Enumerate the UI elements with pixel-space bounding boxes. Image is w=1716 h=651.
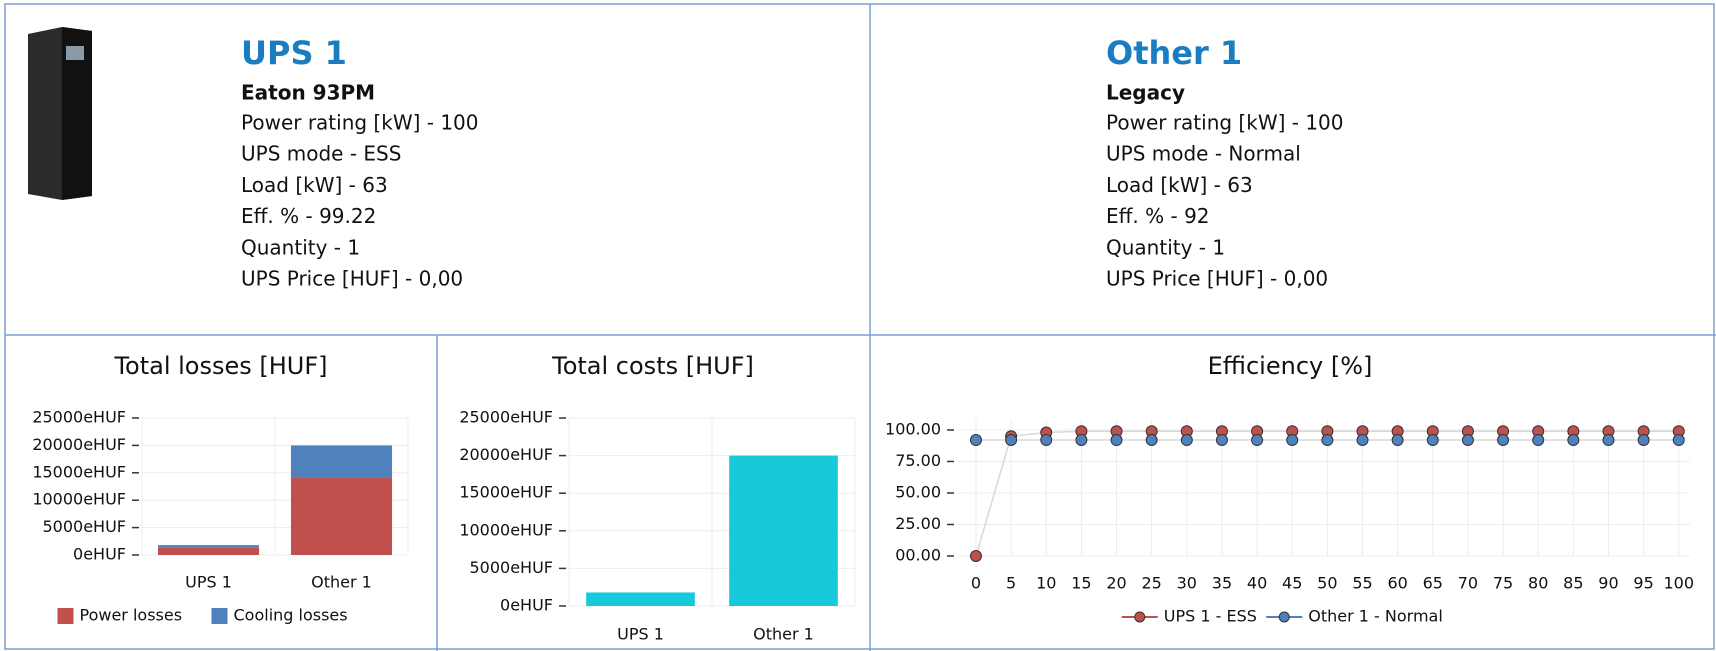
bar <box>729 456 838 606</box>
x-tick-label: 80 <box>1528 574 1548 593</box>
card-line: Eff. % - 92 <box>1106 204 1210 228</box>
point <box>1111 435 1122 446</box>
point <box>1568 435 1579 446</box>
y-tick-label: 5000eHUF <box>42 517 126 536</box>
y-tick-label: 00.00 <box>895 546 941 565</box>
legend-label: UPS 1 - ESS <box>1164 607 1257 626</box>
x-tick-label: 40 <box>1247 574 1267 593</box>
legend-label: Cooling losses <box>234 606 348 625</box>
y-tick-label: 15000eHUF <box>459 483 553 502</box>
y-tick-label: 25.00 <box>895 514 941 533</box>
x-tick-label: 65 <box>1423 574 1443 593</box>
x-tick-label: 15 <box>1071 574 1091 593</box>
card-title: Other 1 <box>1106 34 1242 72</box>
y-tick-label: 10000eHUF <box>459 520 553 539</box>
legend-label: Other 1 - Normal <box>1308 607 1443 626</box>
y-tick-label: 0eHUF <box>73 545 126 564</box>
point <box>1146 435 1157 446</box>
y-tick-label: 15000eHUF <box>32 462 126 481</box>
point <box>1392 435 1403 446</box>
point <box>970 435 981 446</box>
card-line: Power rating [kW] - 100 <box>1106 111 1344 135</box>
point <box>970 551 981 562</box>
x-tick-label: 5 <box>1006 574 1016 593</box>
point <box>1533 435 1544 446</box>
x-tick-label: 85 <box>1563 574 1583 593</box>
bar-segment <box>291 445 392 477</box>
point <box>1462 435 1473 446</box>
point <box>1287 435 1298 446</box>
bar-segment <box>158 545 259 547</box>
point <box>1076 435 1087 446</box>
card-line: UPS Price [HUF] - 0,00 <box>241 267 463 291</box>
x-tick-label: 100 <box>1663 574 1694 593</box>
point <box>1216 435 1227 446</box>
legend-label: Power losses <box>80 606 183 625</box>
point <box>1638 435 1649 446</box>
ups-image <box>28 27 92 200</box>
x-tick-label: 30 <box>1177 574 1197 593</box>
y-tick-label: 20000eHUF <box>459 445 553 464</box>
bar-segment <box>291 477 392 555</box>
x-tick-label: 50 <box>1317 574 1337 593</box>
y-tick-label: 100.00 <box>885 419 941 438</box>
x-tick-label: 70 <box>1458 574 1478 593</box>
legend-marker <box>1135 612 1145 622</box>
point <box>1498 435 1509 446</box>
bar-segment <box>158 547 259 555</box>
chart-title: Total losses [HUF] <box>113 352 327 380</box>
x-tick-label: Other 1 <box>753 625 814 644</box>
card-model: Eaton 93PM <box>241 81 375 105</box>
point <box>1041 435 1052 446</box>
card-line: Quantity - 1 <box>241 235 360 259</box>
point <box>1603 435 1614 446</box>
card-line: Power rating [kW] - 100 <box>241 111 479 135</box>
point <box>1673 435 1684 446</box>
legend-swatch <box>212 608 228 624</box>
x-tick-label: 10 <box>1036 574 1056 593</box>
card-line: UPS mode - ESS <box>241 142 401 166</box>
x-tick-label: 90 <box>1598 574 1618 593</box>
legend-swatch <box>58 608 74 624</box>
card-line: UPS mode - Normal <box>1106 142 1301 166</box>
point <box>1357 435 1368 446</box>
x-tick-label: UPS 1 <box>617 625 664 644</box>
x-tick-label: 45 <box>1282 574 1302 593</box>
legend-marker <box>1279 612 1289 622</box>
card-line: Eff. % - 99.22 <box>241 204 376 228</box>
point <box>1181 435 1192 446</box>
x-tick-label: 35 <box>1212 574 1232 593</box>
point <box>1252 435 1263 446</box>
bar <box>586 592 695 606</box>
card-line: Load [kW] - 63 <box>1106 173 1253 197</box>
y-tick-label: 25000eHUF <box>32 408 126 427</box>
y-tick-label: 20000eHUF <box>32 435 126 454</box>
card-line: UPS Price [HUF] - 0,00 <box>1106 267 1328 291</box>
chart-title: Total costs [HUF] <box>551 352 754 380</box>
x-tick-label: 25 <box>1141 574 1161 593</box>
y-tick-label: 50.00 <box>895 482 941 501</box>
x-tick-label: 55 <box>1352 574 1372 593</box>
card-title: UPS 1 <box>241 34 347 72</box>
y-tick-label: 0eHUF <box>500 596 553 615</box>
point <box>1427 435 1438 446</box>
y-tick-label: 10000eHUF <box>32 490 126 509</box>
y-tick-label: 5000eHUF <box>469 558 553 577</box>
point <box>1006 435 1017 446</box>
card-model: Legacy <box>1106 81 1185 105</box>
chart-title: Efficiency [%] <box>1208 352 1373 380</box>
x-tick-label: 20 <box>1106 574 1126 593</box>
x-tick-label: 75 <box>1493 574 1513 593</box>
y-tick-label: 25000eHUF <box>459 408 553 427</box>
x-tick-label: Other 1 <box>311 573 372 592</box>
card-line: Load [kW] - 63 <box>241 173 388 197</box>
card-line: Quantity - 1 <box>1106 235 1225 259</box>
y-tick-label: 75.00 <box>895 451 941 470</box>
x-tick-label: 60 <box>1387 574 1407 593</box>
point <box>1322 435 1333 446</box>
x-tick-label: 0 <box>971 574 981 593</box>
dashboard: UPS 1 Eaton 93PM Power rating [kW] - 100 UP… <box>0 0 1716 651</box>
x-tick-label: UPS 1 <box>185 573 232 592</box>
x-tick-label: 95 <box>1633 574 1653 593</box>
